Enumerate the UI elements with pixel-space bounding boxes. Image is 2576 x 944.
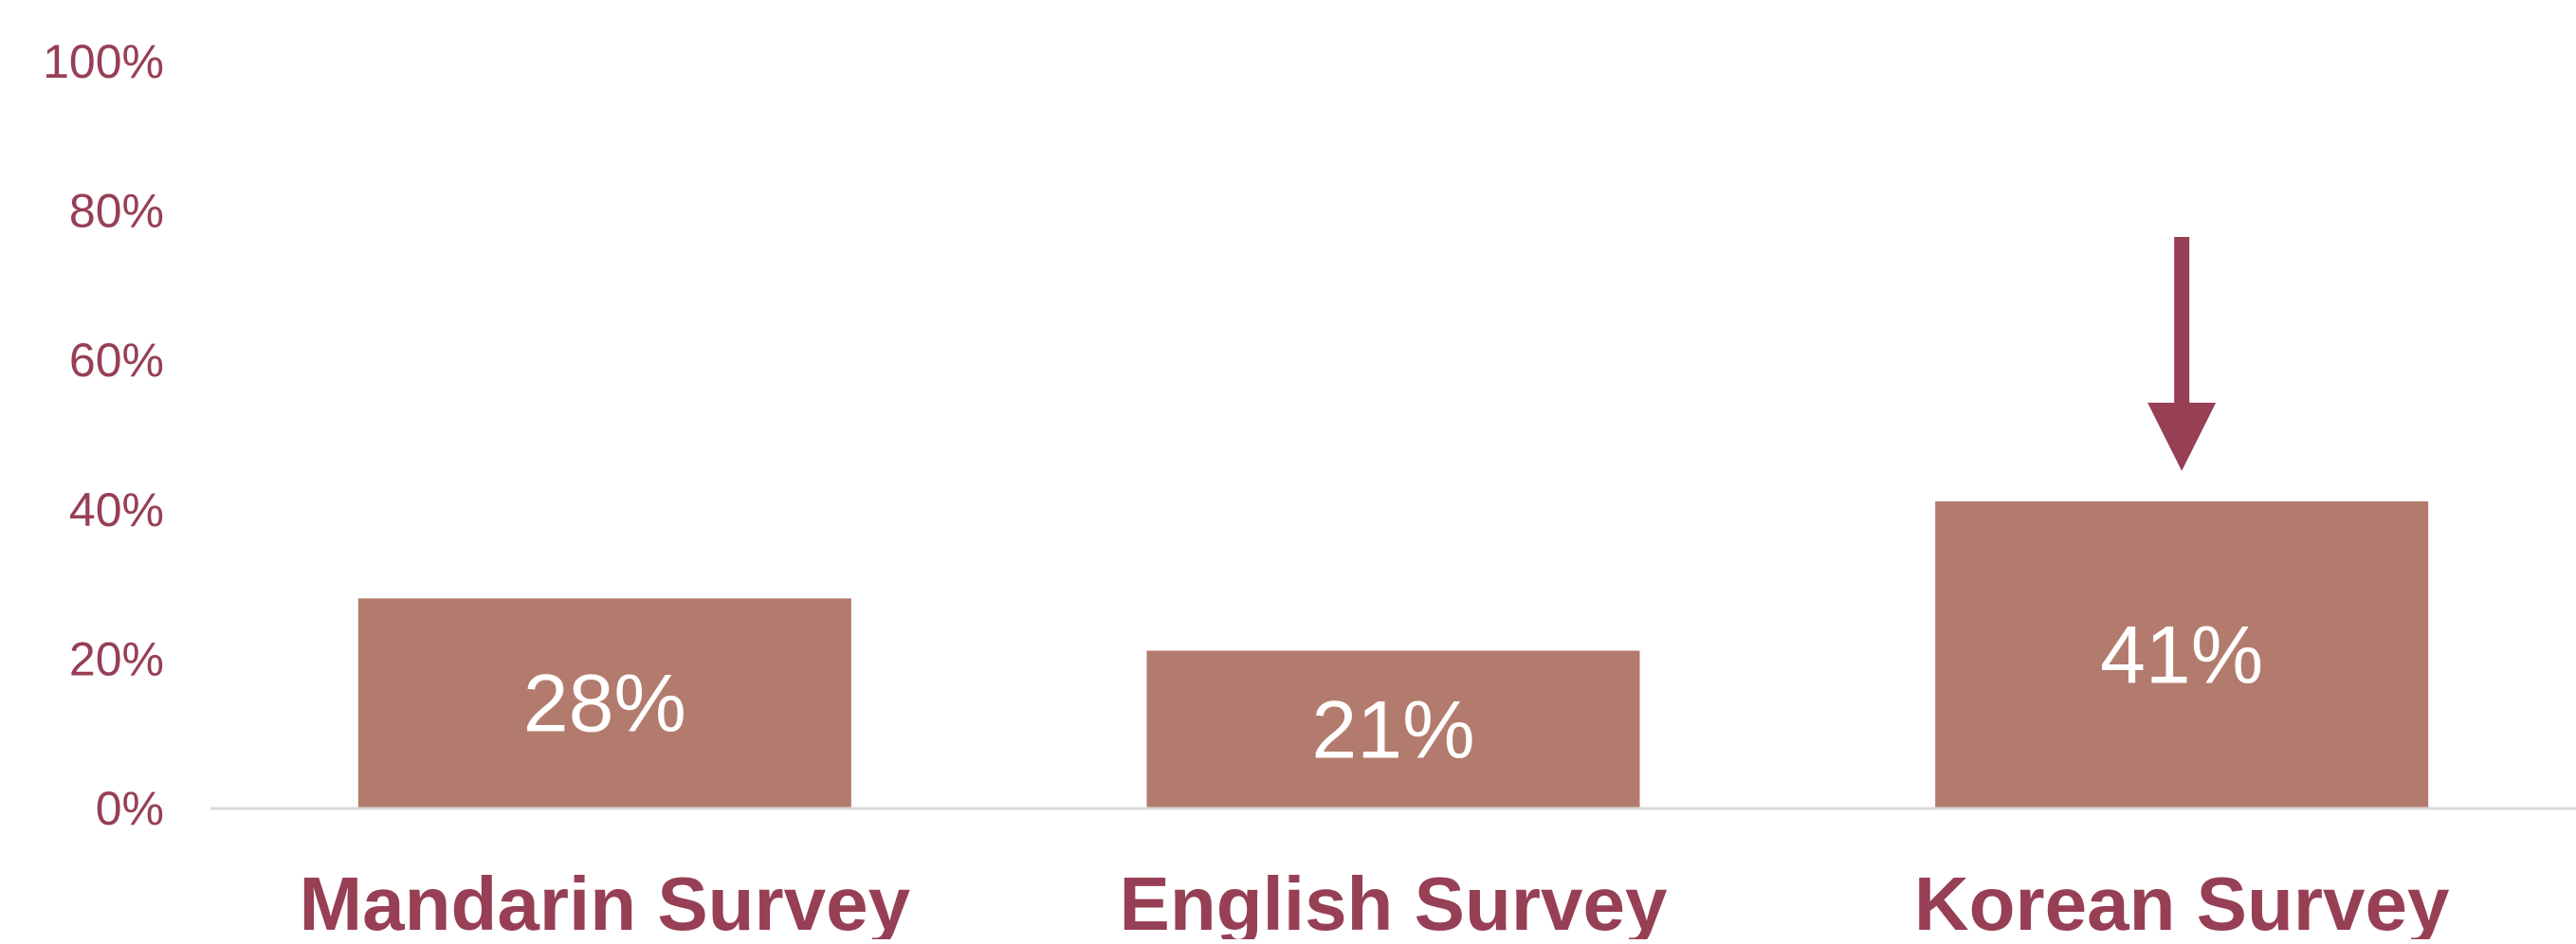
y-tick-label: 80% [69, 185, 164, 238]
bar [1146, 650, 1640, 808]
data-labels: 28% 21% 41% [523, 609, 2263, 775]
data-label: 28% [523, 659, 686, 750]
arrow-head-icon [2147, 402, 2217, 471]
data-label: 41% [2100, 609, 2263, 700]
y-tick-label: 100% [43, 35, 164, 88]
x-tick-label: Korean Survey [1914, 862, 2450, 939]
arrow-shaft [2174, 237, 2190, 405]
bar [357, 598, 851, 808]
y-tick-label: 60% [69, 334, 164, 387]
y-axis-ticks: 0% 20% 40% 60% 80% 100% [43, 35, 164, 835]
x-axis-ticks: Mandarin Survey English Survey Korean Surv… [300, 862, 2451, 944]
highlight-arrow [2147, 237, 2217, 471]
x-tick-label: Mandarin Survey [300, 862, 911, 939]
bars [357, 500, 2429, 808]
y-tick-label: 20% [69, 632, 164, 685]
bar [1935, 500, 2429, 808]
x-tick-label: English Survey [1120, 862, 1668, 939]
y-tick-label: 40% [69, 483, 164, 536]
data-label: 21% [1311, 684, 1474, 775]
y-tick-label: 0% [96, 782, 164, 835]
